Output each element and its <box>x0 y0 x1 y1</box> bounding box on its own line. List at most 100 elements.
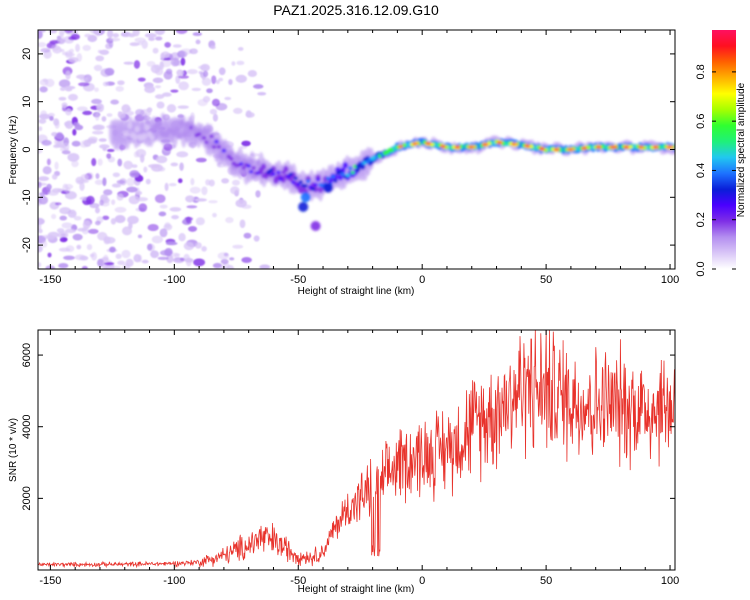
ridge-mid <box>209 134 214 139</box>
noise-blob <box>111 183 122 188</box>
noise-blob <box>154 194 166 204</box>
noise-blob <box>126 186 138 193</box>
noise-blob <box>102 81 109 87</box>
noise-blob <box>177 50 186 58</box>
noise-blob <box>57 36 66 45</box>
noise-blob <box>41 139 52 146</box>
spectrogram-ytick-label: 0 <box>21 146 33 152</box>
noise-blob <box>38 181 42 189</box>
spectrogram-xtick-label: 100 <box>661 274 679 286</box>
noise-blob <box>116 193 124 201</box>
snr-xtick-label: 100 <box>661 575 679 587</box>
noise-blob <box>212 113 219 122</box>
noise-blob <box>231 61 236 66</box>
spectrogram-ytick-label: 20 <box>21 48 33 60</box>
noise-blob <box>131 164 138 169</box>
noise-blob <box>39 86 48 93</box>
noise-blob <box>171 214 179 220</box>
noise-blob <box>170 89 179 93</box>
noise-blob <box>148 164 161 169</box>
ridge-mid <box>239 162 244 166</box>
noise-blob <box>230 186 240 195</box>
noise-blob <box>92 125 103 131</box>
noise-blob <box>193 258 206 267</box>
noise-blob <box>38 195 49 205</box>
ridge-mid <box>246 164 251 168</box>
noise-blob <box>115 253 122 260</box>
noise-blob <box>38 149 43 154</box>
noise-blob <box>241 204 252 209</box>
noise-blob <box>159 204 168 209</box>
noise-blob <box>168 183 177 187</box>
noise-blob <box>82 110 93 116</box>
noise-blob <box>68 93 78 101</box>
noise-blob <box>117 260 126 266</box>
ridge-dip <box>310 220 321 231</box>
ridge-core <box>628 145 633 149</box>
ridge-outer <box>174 126 180 134</box>
noise-blob <box>102 177 107 187</box>
noise-blob <box>52 30 58 34</box>
noise-blob <box>91 98 102 105</box>
noise-blob <box>129 42 140 47</box>
noise-blob <box>137 234 143 239</box>
noise-blob <box>165 241 178 246</box>
noise-blob <box>94 207 100 214</box>
noise-blob <box>68 57 79 63</box>
noise-blob <box>176 69 184 76</box>
noise-blob <box>46 183 52 191</box>
noise-blob <box>65 108 72 116</box>
noise-blob <box>201 186 208 196</box>
noise-blob <box>96 103 105 113</box>
noise-blob <box>177 178 183 184</box>
noise-blob <box>160 249 172 256</box>
ridge-dip <box>322 182 333 193</box>
noise-blob <box>110 99 119 105</box>
noise-blob <box>183 241 195 251</box>
noise-blob <box>139 153 145 163</box>
spectrogram-xtick-label: 50 <box>540 274 552 286</box>
noise-blob <box>154 85 162 89</box>
noise-blob <box>141 259 149 264</box>
snr-ylabel: SNR (10 * v/v) <box>8 418 19 482</box>
noise-blob <box>220 265 226 269</box>
noise-blob <box>189 48 198 55</box>
noise-blob <box>101 116 107 122</box>
ridge-outer <box>127 122 133 129</box>
noise-blob <box>201 246 207 252</box>
noise-blob <box>109 265 122 269</box>
spectrogram-xtick-label: -50 <box>290 274 306 286</box>
ridge-core <box>670 145 675 149</box>
noise-blob <box>166 104 177 113</box>
noise-blob <box>152 77 164 84</box>
ridge-core <box>613 145 618 149</box>
noise-blob <box>62 142 70 151</box>
noise-blob <box>122 263 130 269</box>
noise-blob <box>38 42 47 48</box>
noise-blob <box>121 249 131 259</box>
noise-blob <box>54 161 59 170</box>
noise-blob <box>76 53 83 62</box>
ridge-mid <box>330 174 336 179</box>
snr-frame <box>37 329 676 571</box>
noise-blob <box>40 48 51 53</box>
noise-blob <box>197 65 207 70</box>
noise-blob <box>87 136 98 142</box>
noise-blob <box>134 37 146 43</box>
noise-blob <box>148 37 155 41</box>
noise-blob <box>229 257 235 261</box>
ridge-outer <box>260 163 267 170</box>
noise-blob <box>106 148 115 153</box>
ridge-core <box>472 145 477 148</box>
noise-blob <box>241 257 252 263</box>
noise-blob <box>154 94 165 99</box>
noise-blob <box>107 30 114 39</box>
noise-blob <box>155 67 164 76</box>
noise-blob <box>65 211 75 215</box>
noise-blob <box>252 84 264 89</box>
noise-blob <box>38 30 43 40</box>
spectrogram-xtick-label: -100 <box>163 274 185 286</box>
noise-blob <box>104 67 115 76</box>
ridge-mid <box>251 166 256 170</box>
noise-blob <box>106 113 113 117</box>
